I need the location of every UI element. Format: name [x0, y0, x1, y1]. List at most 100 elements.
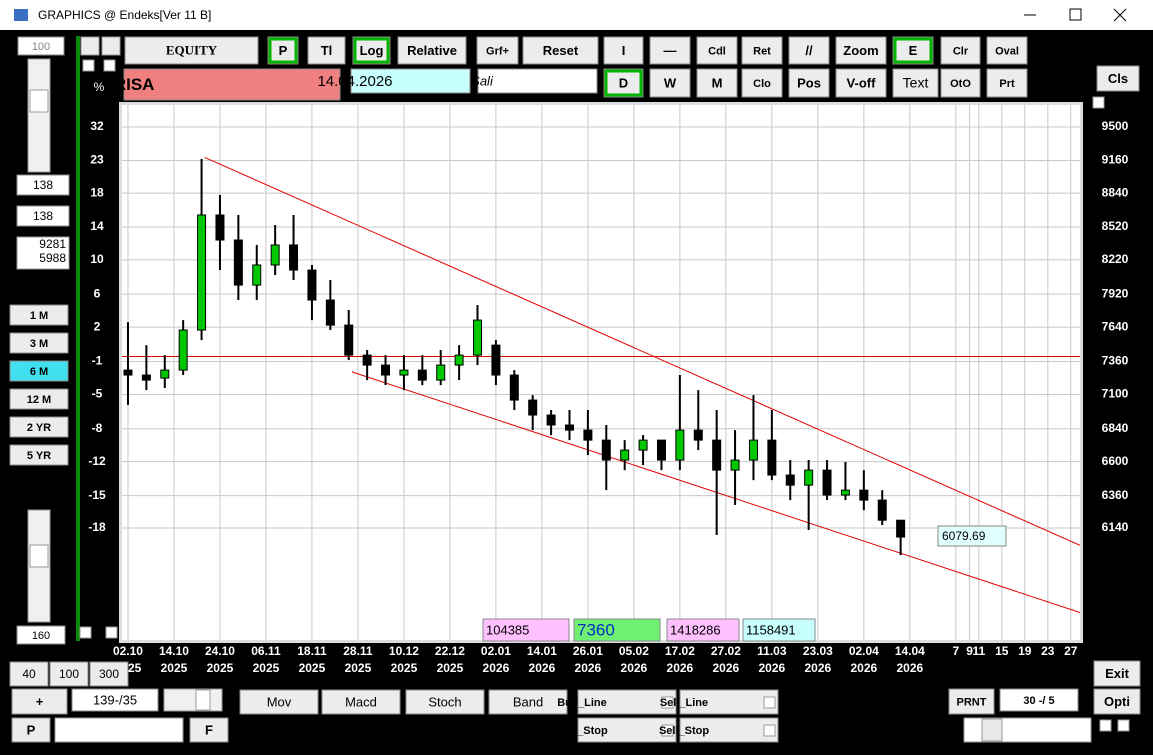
button[interactable]	[397, 36, 467, 65]
button[interactable]	[1093, 688, 1141, 715]
checkbox[interactable]	[1099, 719, 1112, 732]
field-label: BRISA	[102, 75, 155, 94]
scroll-thumb[interactable]	[29, 544, 49, 568]
candle-body	[197, 214, 207, 331]
info-box	[482, 618, 570, 642]
active-border	[268, 37, 298, 64]
checkbox[interactable]	[763, 696, 776, 709]
button[interactable]	[696, 68, 738, 98]
scrollbar[interactable]	[27, 58, 51, 173]
button[interactable]	[9, 661, 49, 687]
button[interactable]	[11, 688, 68, 715]
checkbox[interactable]	[79, 626, 92, 639]
button[interactable]	[603, 68, 644, 98]
field[interactable]	[16, 205, 70, 227]
button[interactable]	[352, 36, 391, 65]
button[interactable]	[239, 689, 319, 715]
scroll-right[interactable]	[101, 36, 121, 56]
scroll-thumb[interactable]	[981, 718, 1003, 742]
left-unit: %	[94, 80, 105, 94]
checkbox[interactable]	[103, 59, 116, 72]
field[interactable]	[350, 68, 471, 94]
checkbox[interactable]	[105, 626, 118, 639]
checkbox[interactable]	[661, 724, 674, 737]
field[interactable]	[999, 688, 1079, 712]
button[interactable]	[986, 68, 1028, 98]
button-label: Pos	[797, 75, 821, 90]
button[interactable]	[679, 689, 779, 715]
button[interactable]	[649, 36, 691, 65]
button[interactable]	[9, 444, 69, 466]
candle-body	[233, 239, 243, 286]
button-label: Clr	[953, 45, 969, 57]
button[interactable]	[9, 388, 69, 410]
button[interactable]	[9, 304, 69, 326]
field[interactable]	[477, 68, 598, 94]
button[interactable]	[267, 36, 299, 65]
button[interactable]	[488, 689, 568, 715]
button[interactable]	[321, 689, 401, 715]
button[interactable]	[788, 36, 830, 65]
button[interactable]	[124, 36, 259, 65]
button[interactable]	[189, 717, 229, 743]
field[interactable]	[71, 688, 159, 712]
button[interactable]	[577, 689, 677, 715]
button[interactable]	[9, 332, 69, 354]
field[interactable]	[17, 36, 65, 56]
scroll-left[interactable]	[80, 36, 100, 56]
button[interactable]	[603, 36, 644, 65]
last-price-box	[937, 525, 1007, 547]
button[interactable]	[649, 68, 691, 98]
button[interactable]	[476, 36, 519, 65]
field[interactable]	[16, 174, 70, 196]
field[interactable]	[123, 68, 341, 101]
button[interactable]	[788, 68, 830, 98]
field[interactable]	[16, 625, 66, 645]
button[interactable]	[696, 36, 738, 65]
button[interactable]	[1096, 65, 1140, 92]
candle-body	[473, 319, 483, 356]
checkbox[interactable]	[82, 59, 95, 72]
button[interactable]	[741, 68, 783, 98]
button[interactable]	[522, 36, 599, 65]
button[interactable]	[892, 68, 939, 98]
button[interactable]	[986, 36, 1028, 65]
button[interactable]	[89, 661, 129, 687]
button[interactable]	[9, 416, 69, 438]
checkbox[interactable]	[1092, 96, 1105, 109]
button[interactable]	[307, 36, 346, 65]
candle-body	[491, 344, 501, 376]
checkbox[interactable]	[1117, 719, 1130, 732]
button[interactable]	[577, 717, 677, 743]
button[interactable]	[405, 689, 485, 715]
y-tick-label: 8220	[1102, 252, 1129, 266]
button[interactable]	[1093, 660, 1141, 687]
button-label: Buy_Line	[557, 697, 607, 709]
close[interactable]	[1113, 8, 1127, 22]
scrollbar[interactable]	[54, 717, 184, 743]
button[interactable]	[835, 68, 887, 98]
y-tick-label: 7640	[1102, 319, 1129, 333]
button[interactable]	[892, 36, 934, 65]
button[interactable]	[11, 717, 51, 743]
scroll-thumb[interactable]	[29, 89, 49, 113]
checkbox[interactable]	[763, 724, 776, 737]
candle-body	[454, 354, 464, 366]
button-label: P	[27, 722, 36, 737]
button[interactable]	[679, 717, 779, 743]
maximize[interactable]	[1069, 8, 1082, 21]
button[interactable]	[940, 68, 981, 98]
candle-body	[767, 439, 777, 476]
candle-body	[252, 264, 262, 286]
button[interactable]	[835, 36, 887, 65]
button-label: —	[664, 43, 677, 58]
scroll-thumb[interactable]	[195, 689, 211, 711]
checkbox[interactable]	[661, 696, 674, 709]
scrollbar[interactable]	[163, 688, 223, 712]
button[interactable]	[9, 360, 69, 382]
button[interactable]	[741, 36, 783, 65]
button[interactable]	[49, 661, 89, 687]
button[interactable]	[948, 688, 995, 715]
button[interactable]	[940, 36, 981, 65]
